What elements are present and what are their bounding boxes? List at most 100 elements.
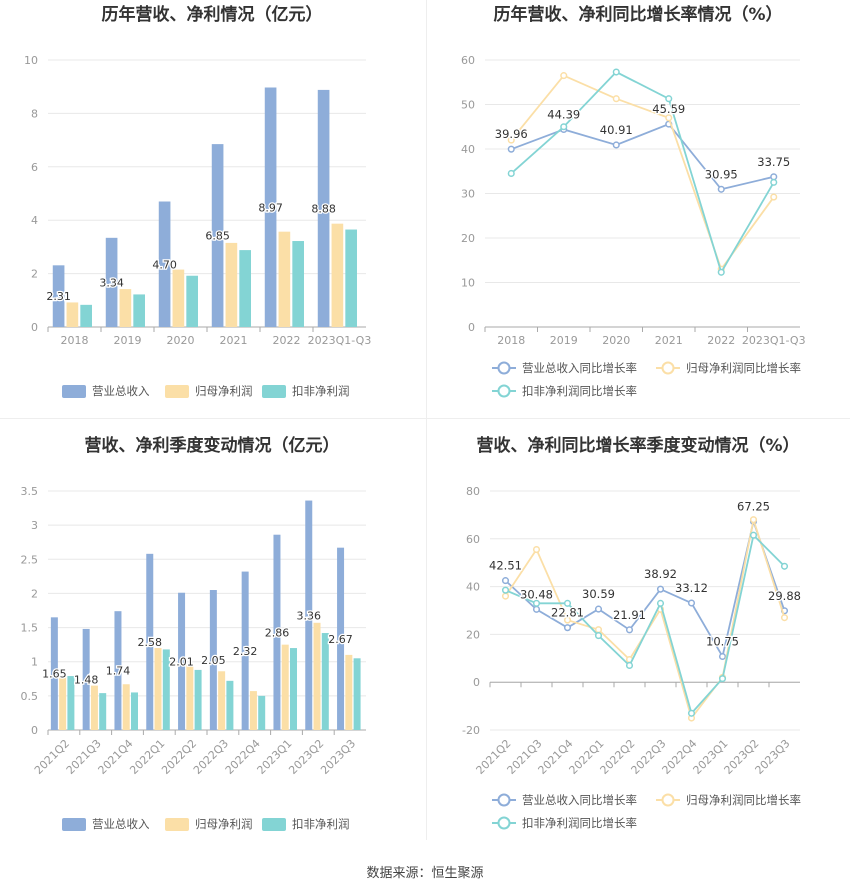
series-point-2 [656, 599, 665, 607]
series-point-0 [507, 145, 515, 153]
legend-label: 归母净利润 [195, 817, 253, 831]
legend-swatch [262, 385, 286, 398]
x-tick-label: 2023Q1-Q3 [742, 334, 806, 347]
legend-marker [497, 384, 511, 398]
line-value-label: 29.88 [768, 589, 801, 603]
y-tick-label: 2 [31, 587, 38, 600]
y-tick-label: 50 [461, 99, 475, 112]
series-point-2 [625, 661, 634, 670]
vertical-divider [426, 0, 427, 840]
legend-item: 扣非净利润同比增长率 [492, 816, 637, 830]
bar-2 [194, 669, 202, 730]
bar-1 [225, 242, 238, 327]
horizontal-divider [0, 418, 850, 419]
bar-2 [239, 250, 251, 327]
legend-item: 归母净利润 [165, 817, 253, 831]
legend-label: 营业总收入同比增长率 [522, 793, 637, 807]
bar-1 [218, 671, 226, 730]
y-tick-label: 30 [461, 188, 475, 201]
series-point-2 [749, 531, 758, 539]
legend-item: 营业总收入 [62, 384, 150, 398]
legend-swatch [62, 385, 86, 398]
y-tick-label: 3.5 [21, 485, 39, 498]
y-tick-label: 0 [31, 724, 38, 737]
bar-2 [133, 294, 145, 327]
legend-marker [661, 793, 675, 807]
bar-value-label: 2.32 [233, 645, 258, 658]
bar-value-label: 2.58 [138, 636, 163, 649]
bar-2 [292, 241, 304, 327]
series-point-1 [507, 136, 515, 144]
bar-1 [281, 644, 289, 730]
line-value-label: 21.91 [613, 608, 646, 622]
y-tick-label: -20 [462, 724, 480, 737]
bar-0 [50, 617, 58, 730]
x-tick-label: 2023Q3 [318, 737, 358, 777]
x-tick-label: 2018 [497, 334, 525, 347]
chart-title: 历年营收、净利同比增长率情况（%） [493, 4, 782, 25]
y-tick-label: 10 [461, 277, 475, 290]
x-tick-label: 2020 [167, 334, 195, 347]
legend-marker [497, 793, 511, 807]
bar-1 [66, 302, 79, 327]
bar-value-label: 2.01 [169, 655, 194, 668]
bar-value-label: 8.97 [258, 201, 283, 214]
y-tick-label: 1 [31, 656, 38, 669]
series-point-0 [594, 605, 603, 613]
y-tick-label: 2 [31, 268, 38, 281]
bar-value-label: 1.65 [42, 668, 67, 681]
series-point-1 [501, 592, 510, 600]
line-value-label: 30.95 [705, 167, 738, 181]
y-tick-label: 0 [468, 321, 475, 334]
legend-item: 扣非净利润 [262, 384, 350, 398]
data-source-footer: 数据来源：恒生聚源 [366, 866, 484, 881]
x-tick-label: 2020 [602, 334, 630, 347]
bar-value-label: 2.67 [328, 633, 353, 646]
y-tick-label: 3 [31, 519, 38, 532]
series-point-1 [612, 95, 620, 103]
series-point-1 [780, 614, 789, 622]
bar-2 [67, 676, 75, 730]
bar-value-label: 2.31 [46, 290, 71, 303]
y-tick-label: 1.5 [21, 622, 39, 635]
y-tick-label: 10 [24, 54, 38, 67]
bar-1 [119, 289, 132, 327]
bar-0 [114, 611, 122, 730]
series-point-1 [594, 626, 603, 634]
series-line-0 [504, 518, 786, 659]
legend-marker [497, 361, 511, 375]
legend-swatch [165, 385, 189, 398]
bar-0 [82, 628, 90, 730]
series-point-0 [718, 652, 727, 661]
bar-2 [186, 275, 198, 327]
legend-label: 归母净利润同比增长率 [686, 361, 801, 375]
series-point-1 [560, 72, 568, 80]
x-tick-label: 2019 [114, 334, 142, 347]
series-point-0 [532, 605, 541, 613]
legend-item: 归母净利润 [165, 384, 253, 398]
bar-value-label: 6.85 [205, 230, 230, 243]
bar-2 [130, 692, 138, 730]
x-tick-label: 2021 [655, 334, 683, 347]
line-value-label: 22.81 [551, 606, 584, 620]
series-point-2 [507, 169, 515, 178]
bar-2 [162, 649, 170, 730]
bar-2 [258, 695, 266, 730]
series-line-0 [510, 123, 774, 191]
legend-swatch [165, 818, 189, 831]
legend-label: 扣非净利润 [292, 384, 350, 398]
x-tick-label: 2021 [220, 334, 248, 347]
bar-value-label: 4.70 [152, 258, 177, 271]
legend-item: 扣非净利润同比增长率 [492, 384, 637, 398]
series-point-0 [501, 577, 510, 585]
bar-1 [278, 231, 291, 327]
bar-0 [273, 534, 281, 730]
series-point-2 [770, 178, 778, 186]
y-tick-label: 20 [461, 232, 475, 245]
series-point-2 [594, 632, 603, 640]
chart-title: 营收、净利季度变动情况（亿元） [85, 435, 340, 456]
x-tick-label: 2019 [550, 334, 578, 347]
legend-label: 营业总收入 [92, 817, 150, 831]
series-point-1 [532, 546, 541, 554]
